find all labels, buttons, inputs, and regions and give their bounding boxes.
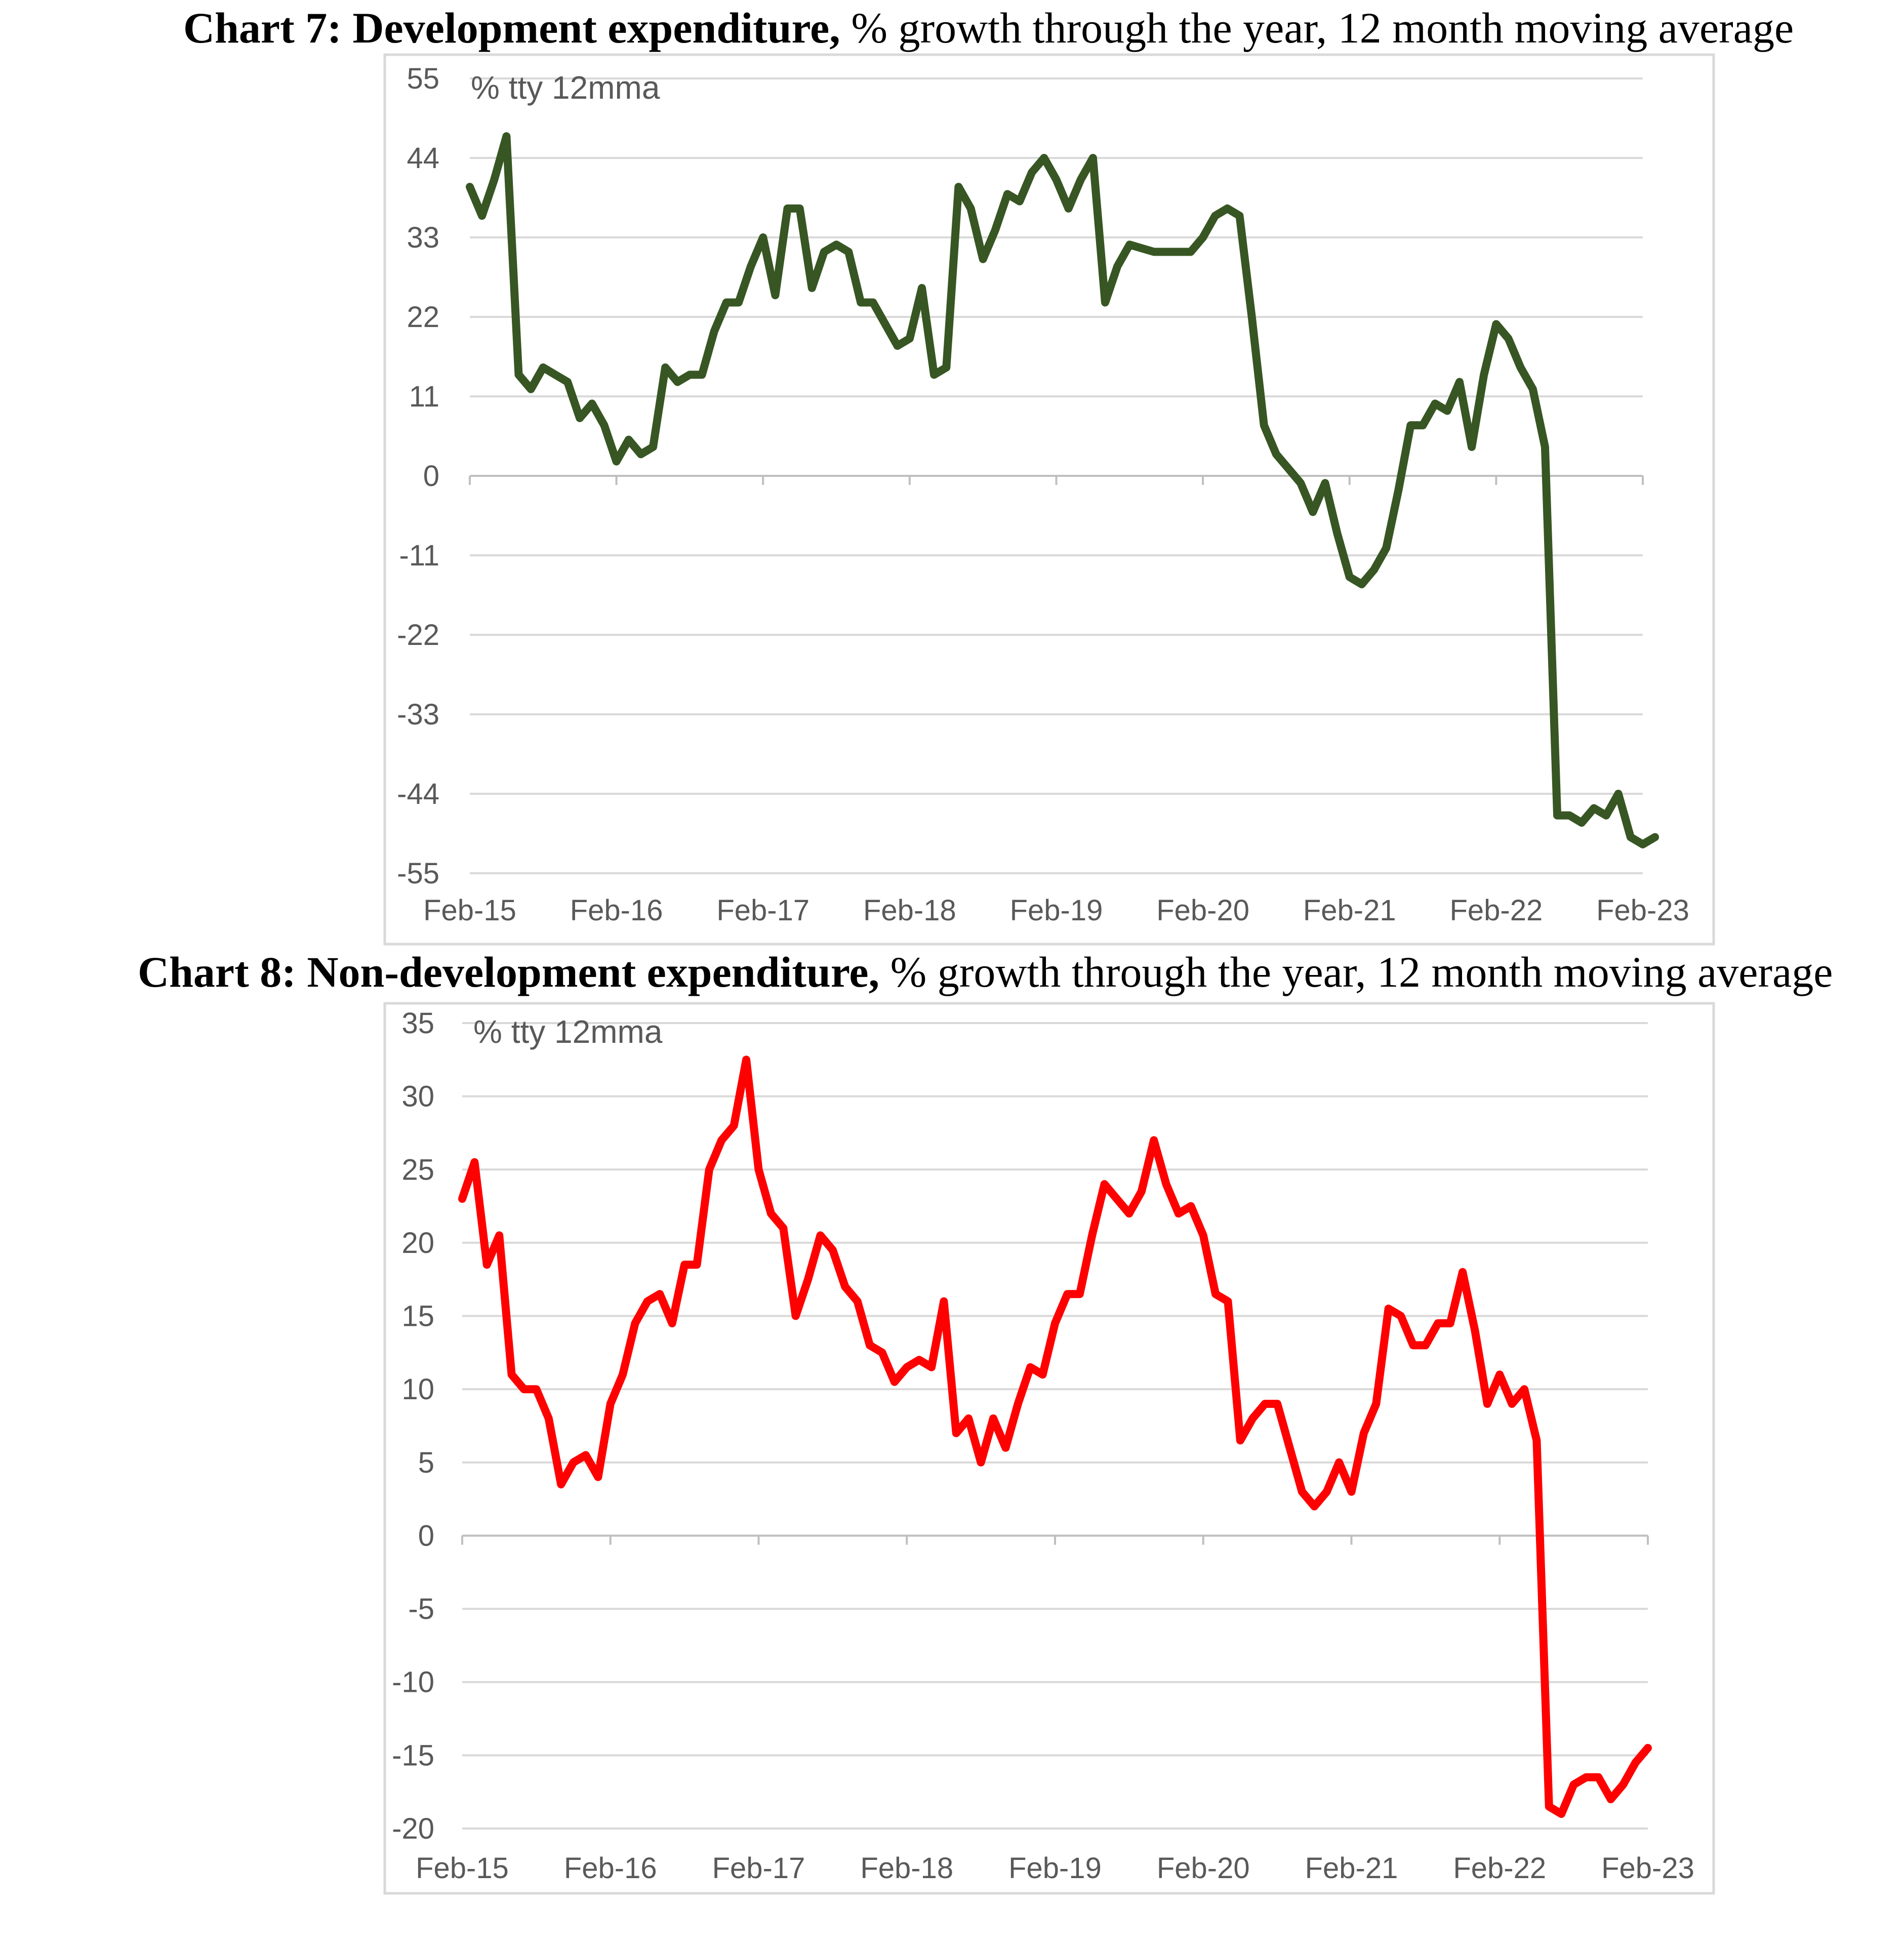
chart7-x-tick-label: Feb-16: [570, 894, 663, 927]
chart7-y-tick-label: 33: [407, 221, 439, 254]
chart7-y-tick-label: -11: [399, 539, 439, 572]
chart8-y-tick-label: 25: [401, 1153, 434, 1186]
chart7-x-tick-label: Feb-17: [716, 894, 809, 927]
chart7-x-tick-label: Feb-21: [1303, 894, 1396, 927]
chart8-y-tick-label: 35: [401, 1007, 434, 1040]
chart7-title-bold: Chart 7: Development expenditure,: [183, 4, 840, 52]
chart8-series-line: [458, 1055, 1652, 1818]
chart7-title: Chart 7: Development expenditure, % grow…: [0, 3, 1904, 53]
chart7-x-tick-label: Feb-15: [423, 894, 516, 927]
chart8-y-tick-label: 30: [401, 1080, 434, 1113]
chart8-y-tick-label: 20: [401, 1227, 434, 1260]
chart8-x-tick-label: Feb-21: [1305, 1852, 1398, 1885]
chart8-x-tick-label: Feb-23: [1601, 1852, 1694, 1885]
chart8-title-rest: % growth through the year, 12 month movi…: [879, 948, 1833, 996]
chart8-x-tick-label: Feb-22: [1453, 1852, 1546, 1885]
chart7-x-tick-label: Feb-23: [1596, 894, 1689, 927]
chart7-title-rest: % growth through the year, 12 month movi…: [840, 4, 1794, 52]
chart8-x-tick-label: Feb-19: [1008, 1852, 1102, 1885]
chart8-y-tick-label: 10: [401, 1373, 434, 1406]
chart7-y-tick-label: -33: [397, 698, 439, 731]
chart8-x-tick-label: Feb-20: [1157, 1852, 1250, 1885]
chart7-y-tick-label: 11: [409, 380, 439, 413]
chart8-y-tick-label: -20: [392, 1812, 434, 1845]
chart7-y-tick-label: 55: [407, 62, 439, 95]
chart7-frame: [383, 53, 1715, 946]
chart7-x-tick-label: Feb-22: [1449, 894, 1543, 927]
chart8-x-tick-label: Feb-17: [712, 1852, 805, 1885]
chart7-y-tick-label: 0: [423, 460, 439, 493]
chart8-y-tick-label: 15: [401, 1300, 434, 1333]
chart8-y-tick-label: -10: [392, 1666, 434, 1699]
chart8-x-tick-label: Feb-18: [860, 1852, 953, 1885]
chart8-y-tick-label: -5: [408, 1593, 434, 1626]
chart8-y-tick-label: 0: [418, 1519, 434, 1552]
chart7-y-tick-label: -55: [397, 857, 439, 890]
chart7-y-tick-label: -44: [397, 778, 439, 810]
chart8-unit-label: % tty 12mma: [473, 1013, 663, 1050]
chart7-y-tick-label: 44: [407, 142, 439, 175]
chart8-title-bold: Chart 8: Non-development expenditure,: [138, 948, 880, 996]
chart7-series-line: [466, 132, 1659, 848]
chart8-x-tick-label: Feb-15: [416, 1852, 509, 1885]
chart8-y-tick-label: -15: [392, 1739, 434, 1772]
chart8-frame: [383, 1002, 1715, 1895]
chart7-y-tick-label: -22: [397, 619, 439, 652]
chart8-x-tick-label: Feb-16: [564, 1852, 657, 1885]
chart8-title: Chart 8: Non-development expenditure, % …: [0, 947, 1904, 997]
chart8-y-tick-label: 5: [418, 1446, 434, 1479]
chart7-y-tick-label: 22: [407, 301, 439, 334]
chart7-x-tick-label: Feb-18: [863, 894, 956, 927]
chart7-x-tick-label: Feb-20: [1156, 894, 1249, 927]
chart7-x-tick-label: Feb-19: [1010, 894, 1103, 927]
chart7-unit-label: % tty 12mma: [471, 69, 660, 106]
